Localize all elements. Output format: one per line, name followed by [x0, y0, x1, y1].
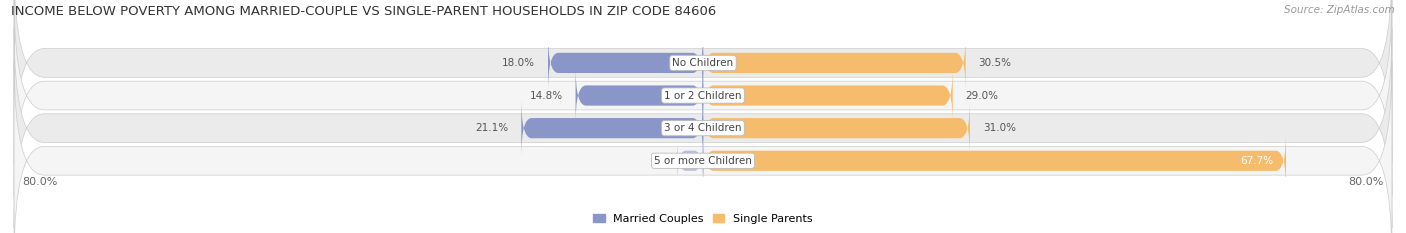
FancyBboxPatch shape — [522, 99, 703, 157]
Text: 80.0%: 80.0% — [1348, 177, 1384, 187]
Text: INCOME BELOW POVERTY AMONG MARRIED-COUPLE VS SINGLE-PARENT HOUSEHOLDS IN ZIP COD: INCOME BELOW POVERTY AMONG MARRIED-COUPL… — [11, 5, 717, 18]
Text: 14.8%: 14.8% — [530, 91, 562, 100]
Text: 3 or 4 Children: 3 or 4 Children — [664, 123, 742, 133]
FancyBboxPatch shape — [14, 61, 1392, 233]
FancyBboxPatch shape — [678, 138, 703, 183]
FancyBboxPatch shape — [703, 34, 966, 92]
FancyBboxPatch shape — [703, 99, 970, 157]
Text: No Children: No Children — [672, 58, 734, 68]
Text: 21.1%: 21.1% — [475, 123, 509, 133]
Text: 18.0%: 18.0% — [502, 58, 536, 68]
Text: 67.7%: 67.7% — [1240, 156, 1272, 166]
Text: 1 or 2 Children: 1 or 2 Children — [664, 91, 742, 100]
FancyBboxPatch shape — [14, 28, 1392, 228]
FancyBboxPatch shape — [548, 34, 703, 92]
FancyBboxPatch shape — [575, 66, 703, 125]
Text: 31.0%: 31.0% — [983, 123, 1017, 133]
FancyBboxPatch shape — [14, 0, 1392, 163]
Text: 80.0%: 80.0% — [22, 177, 58, 187]
Text: 5 or more Children: 5 or more Children — [654, 156, 752, 166]
FancyBboxPatch shape — [703, 66, 953, 125]
Text: 30.5%: 30.5% — [979, 58, 1011, 68]
Text: 29.0%: 29.0% — [966, 91, 998, 100]
FancyBboxPatch shape — [703, 132, 1286, 190]
FancyBboxPatch shape — [14, 0, 1392, 195]
Text: Source: ZipAtlas.com: Source: ZipAtlas.com — [1284, 5, 1395, 15]
Text: 0.0%: 0.0% — [664, 156, 690, 166]
Legend: Married Couples, Single Parents: Married Couples, Single Parents — [592, 212, 814, 226]
